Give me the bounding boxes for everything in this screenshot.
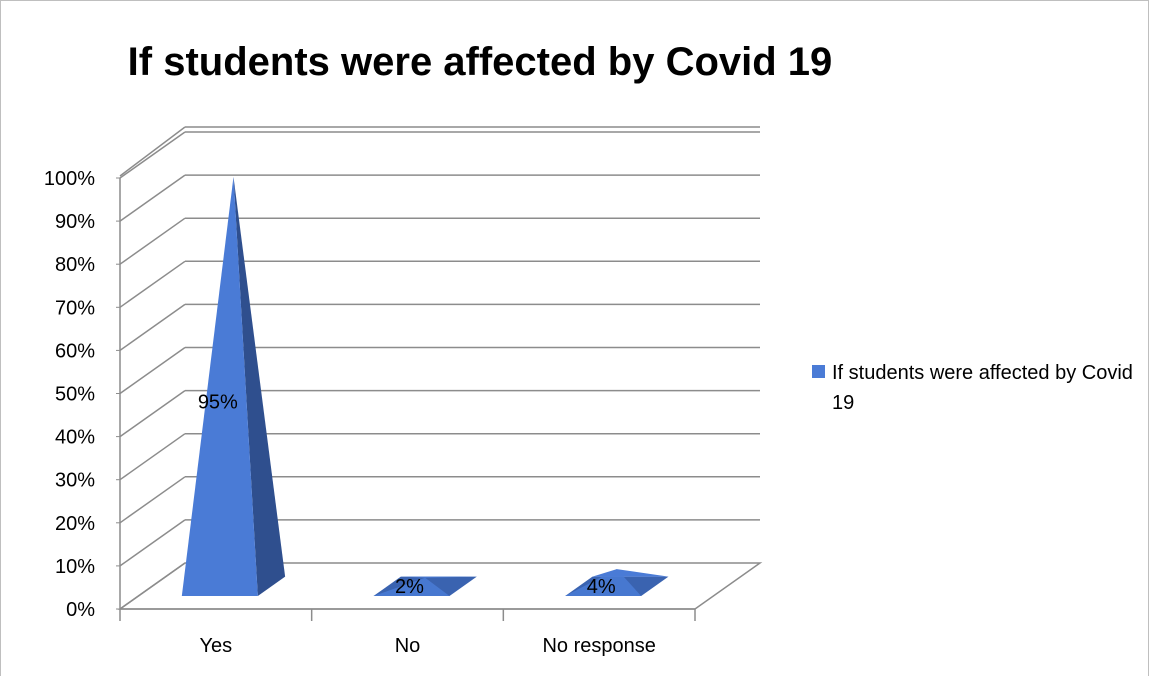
gridline-side	[119, 476, 186, 524]
legend-swatch	[812, 365, 825, 378]
gridline-side	[119, 519, 186, 567]
gridline-side	[119, 260, 186, 308]
y-tick-label: 30%	[55, 470, 95, 492]
gridline-side	[119, 217, 186, 265]
data-label: 4%	[587, 576, 616, 598]
data-label: 2%	[395, 576, 424, 598]
gridline-side	[119, 346, 186, 395]
gridline-side	[119, 433, 186, 481]
y-tick-label: 20%	[55, 513, 95, 535]
y-tick-label: 60%	[55, 340, 95, 362]
legend-label: If students were affected by Covid 19	[832, 362, 1133, 414]
legend: If students were affected by Covid 19	[812, 358, 1142, 418]
x-tick-label: Yes	[200, 635, 233, 657]
y-tick-label: 80%	[55, 254, 95, 276]
chart-title: If students were affected by Covid 19	[127, 40, 833, 84]
y-tick-label: 0%	[66, 599, 95, 621]
gridline-side	[119, 126, 186, 177]
gridline-side	[119, 562, 186, 610]
gridline-side	[119, 303, 186, 352]
pyramid-face-front	[181, 176, 258, 596]
data-label: 95%	[198, 391, 238, 413]
gridline-side	[119, 131, 186, 179]
x-tick-label: No response	[542, 635, 655, 657]
y-tick-label: 100%	[44, 168, 95, 190]
y-tick-label: 90%	[55, 211, 95, 233]
pyramid-face-side	[233, 176, 286, 596]
gridline-side	[119, 389, 186, 438]
gridline-side	[119, 174, 186, 222]
pyramid-face-front	[373, 577, 450, 596]
pyramid-face-back	[400, 576, 477, 578]
y-tick-label: 40%	[55, 427, 95, 449]
y-tick-label: 10%	[55, 556, 95, 578]
y-tick-label: 50%	[55, 384, 95, 406]
x-tick-label: No	[395, 635, 421, 657]
pyramid-face-front	[565, 569, 642, 596]
y-tick-label: 70%	[55, 297, 95, 319]
